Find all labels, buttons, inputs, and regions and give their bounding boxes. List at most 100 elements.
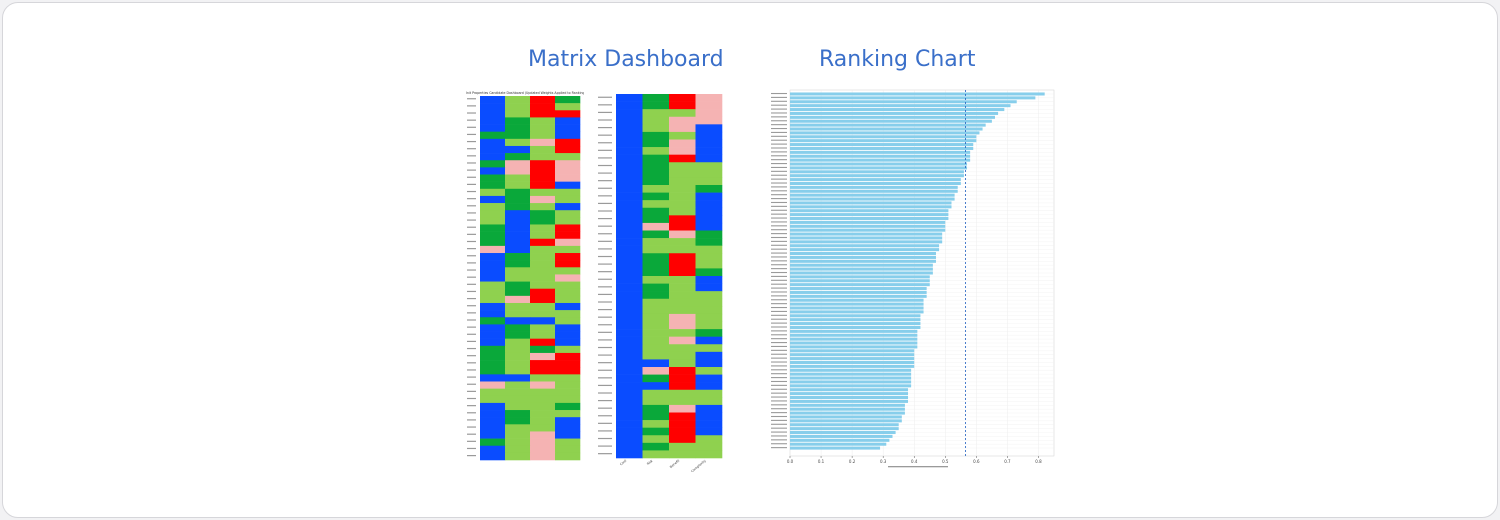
matrix-1-cell <box>480 167 506 175</box>
bar-label <box>771 357 787 359</box>
matrix-1-cell <box>480 210 506 218</box>
matrix-2-row-label <box>598 172 612 174</box>
matrix-1-row-label <box>467 362 476 364</box>
matrix-1-cell <box>505 288 531 297</box>
bar-label <box>771 268 787 270</box>
matrix-2-cell <box>695 177 723 186</box>
bar <box>790 287 927 291</box>
bar <box>790 174 964 178</box>
matrix-2-cell <box>669 389 696 398</box>
matrix-1-cell <box>505 317 531 325</box>
bar <box>790 275 930 279</box>
bar-label <box>771 443 787 445</box>
bar <box>790 446 881 450</box>
bar <box>790 415 902 419</box>
matrix-1-cell <box>505 124 531 132</box>
matrix-1-row-label <box>467 340 476 343</box>
matrix-2-cell <box>695 162 723 171</box>
bar <box>790 267 933 271</box>
matrix-1-cell <box>530 324 556 332</box>
matrix-2-cell <box>669 351 696 360</box>
bar <box>790 302 924 306</box>
bar <box>790 255 936 259</box>
bar-label <box>771 326 787 328</box>
matrix-2-cell <box>616 238 643 246</box>
matrix-2-cell <box>616 321 643 330</box>
matrix-2-cell <box>616 420 643 428</box>
matrix-2-cell <box>695 169 723 178</box>
matrix-2-cell <box>642 169 670 178</box>
bar-label <box>771 143 787 145</box>
matrix-2-cell <box>695 435 723 444</box>
matrix-2-cell <box>695 321 723 330</box>
bar-label <box>771 345 787 348</box>
matrix-2-column-label: Risk <box>646 459 654 466</box>
matrix-1-row-label <box>467 205 476 207</box>
matrix-2-cell <box>616 442 643 451</box>
matrix-1-cell <box>530 260 556 268</box>
bar-label <box>771 408 787 410</box>
matrix-1-cell <box>480 203 506 211</box>
bar <box>790 166 968 170</box>
matrix-dashboard-panel-2: Cost Risk Benefit Complexity <box>596 90 726 472</box>
matrix-1-cell <box>505 345 531 354</box>
bar-label <box>771 170 787 172</box>
matrix-2-cell <box>695 298 723 307</box>
matrix-2-cell <box>616 154 643 163</box>
matrix-1-cell <box>480 224 506 232</box>
matrix-2-cell <box>669 374 696 383</box>
matrix-1-cell <box>505 131 531 140</box>
matrix-1-cell <box>555 431 581 439</box>
matrix-2-row-label <box>598 415 612 417</box>
bar-label <box>771 423 787 425</box>
matrix-2-cell <box>642 192 670 201</box>
matrix-1-cell <box>505 203 531 211</box>
matrix-2-cell <box>669 344 696 353</box>
bar <box>790 318 921 322</box>
matrix-2-row-label <box>598 377 612 379</box>
matrix-1-cell <box>480 217 506 225</box>
bar-label <box>771 275 787 277</box>
bar <box>790 314 921 318</box>
matrix-1-row-label <box>467 433 476 435</box>
matrix-1-row-label <box>467 248 476 250</box>
bar-label <box>771 151 787 153</box>
matrix-2-cell <box>669 185 696 193</box>
bar-label <box>771 213 787 215</box>
matrix-2-row-label <box>598 157 612 159</box>
bar <box>790 388 909 392</box>
matrix-1-cell <box>555 217 581 225</box>
matrix-1-cell <box>530 345 556 354</box>
matrix-2-cell <box>695 253 723 262</box>
matrix-1-cell <box>555 438 581 447</box>
bar-label <box>771 404 787 406</box>
bar <box>790 244 940 248</box>
matrix-2-cell <box>616 185 643 193</box>
matrix-1-cell <box>530 181 556 190</box>
matrix-1-cell <box>480 288 506 297</box>
matrix-2-cell <box>616 435 643 444</box>
matrix-1-cell <box>555 317 581 325</box>
matrix-1-cell <box>505 238 531 247</box>
matrix-2-row-label <box>598 422 612 424</box>
matrix-1-cell <box>555 195 581 204</box>
bar-label <box>771 127 787 130</box>
matrix-1-cell <box>480 381 506 389</box>
matrix-1-cell <box>555 338 581 347</box>
matrix-1-cell <box>530 103 556 111</box>
bar <box>790 434 893 438</box>
matrix-1-cell <box>555 295 581 304</box>
matrix-2-cell <box>695 359 723 368</box>
matrix-2-cell <box>616 306 643 315</box>
matrix-1-row-label <box>467 383 476 385</box>
bar-label <box>771 135 787 137</box>
bar-label <box>771 299 787 301</box>
matrix-2-cell <box>616 207 643 216</box>
bar-label <box>771 435 787 437</box>
matrix-1-cell <box>530 203 556 211</box>
matrix-1-cell <box>505 302 531 311</box>
matrix-2-cell <box>669 109 696 118</box>
bar-label <box>771 279 787 281</box>
matrix-2-cell <box>616 404 643 413</box>
matrix-1-row-label <box>467 347 476 350</box>
